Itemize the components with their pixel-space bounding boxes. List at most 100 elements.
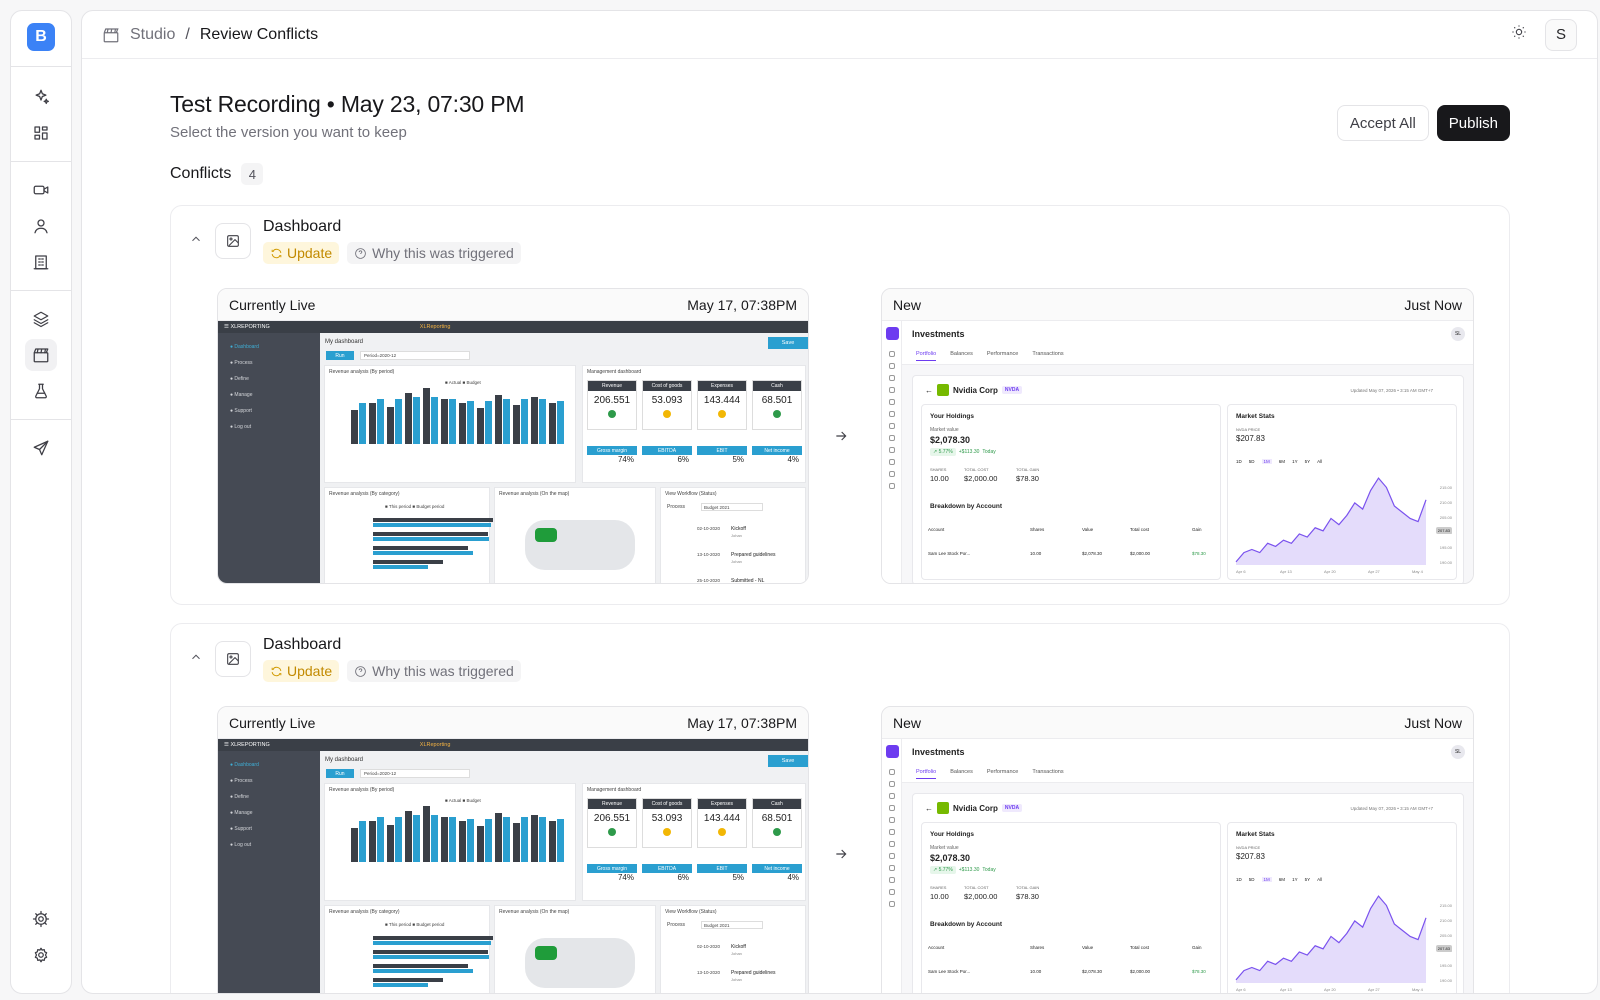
inv-breakdown-title: Breakdown by Account <box>930 503 1002 510</box>
xl-ratio-value: 74% <box>617 455 634 464</box>
why-triggered-button[interactable]: Why this was triggered <box>347 242 521 264</box>
inv-y-tick: 205.00 <box>1439 515 1452 520</box>
xl-menu-item: ● Define <box>230 376 249 382</box>
inv-tabs: Portfolio Balances Performance Transactions <box>916 769 1064 779</box>
currently-live-version[interactable]: Currently Live May 17, 07:38PM ☰ XLREPORT… <box>217 706 809 993</box>
inv-chart-area <box>1236 896 1426 983</box>
xl-bar-actual <box>441 399 448 444</box>
clapperboard-icon[interactable] <box>25 339 57 371</box>
inv-rail-icon <box>889 805 895 811</box>
avatar[interactable]: S <box>1545 18 1577 51</box>
xl-menu-item: ● Process <box>230 778 253 784</box>
main-panel: Studio / Review Conflicts S Test Recordi… <box>81 10 1598 994</box>
xl-map-highlight <box>535 528 557 542</box>
xl-bar-actual <box>405 393 412 444</box>
inv-range-tab: 5D <box>1248 459 1255 464</box>
investments-preview: Investments Portfolio Balances Performance T… <box>882 321 1473 583</box>
xl-menu-item: ● Define <box>230 794 249 800</box>
inv-rail-icon <box>889 447 895 453</box>
inv-rail-icon <box>889 829 895 835</box>
inv-rail-icon <box>889 853 895 859</box>
inv-holdings-title: Your Holdings <box>930 413 974 420</box>
xl-menu-item: ● Dashboard <box>230 344 259 350</box>
update-badge: Update <box>263 660 340 682</box>
xl-ratio-value: 6% <box>677 873 689 882</box>
xl-ratio-value: 5% <box>732 455 744 464</box>
xl-mgmt-title: Management dashboard <box>587 787 642 793</box>
inv-col-header: Shares <box>1030 527 1045 532</box>
conflicts-count-badge: 4 <box>241 163 264 185</box>
inv-price-tag: 207.83 <box>1435 527 1452 534</box>
help-circle-icon <box>355 665 366 677</box>
inv-rail-icon <box>889 877 895 883</box>
refresh-icon <box>271 248 282 258</box>
inv-x-tick: Apr 20 <box>1324 569 1336 574</box>
xl-ratio-value: 6% <box>677 455 689 464</box>
user-icon[interactable] <box>25 210 57 242</box>
inv-price: $207.83 <box>1236 852 1265 861</box>
xl-step-owner: Johan <box>731 559 742 564</box>
inv-row-cell: $2,078.30 <box>1082 969 1103 974</box>
inv-breakdown-title: Breakdown by Account <box>930 921 1002 928</box>
collapse-chevron-up-icon[interactable] <box>189 232 203 251</box>
inv-range-tab: 6M <box>1278 877 1286 882</box>
theme-toggle-sun-icon[interactable] <box>1511 24 1527 45</box>
xl-step-owner: Johan <box>731 533 742 538</box>
new-version[interactable]: New Just Now Investments Portfolio Balances… <box>881 288 1474 584</box>
why-triggered-button[interactable]: Why this was triggered <box>347 660 521 682</box>
back-arrow-icon: ← <box>925 385 933 395</box>
accept-all-button[interactable]: Accept All <box>1336 105 1429 141</box>
inv-row-cell: 10.00 <box>1030 551 1042 556</box>
workspace-logo[interactable]: B <box>27 23 55 51</box>
xl-bar-actual <box>423 805 430 862</box>
new-version[interactable]: New Just Now Investments Portfolio Balances… <box>881 706 1474 993</box>
inv-app-logo <box>886 745 899 758</box>
sparkles-icon[interactable] <box>25 81 57 113</box>
xl-kpi-card: Cost of goods 53.093 <box>642 380 692 430</box>
building-icon[interactable] <box>25 246 57 278</box>
video-icon[interactable] <box>25 174 57 206</box>
inv-range-tab: 1M <box>1261 459 1272 464</box>
inv-y-tick: 215.00 <box>1439 485 1452 490</box>
xl-bar-actual <box>495 395 502 444</box>
xl-category-panel: Revenue analysis (By category) ■ This per… <box>324 905 493 993</box>
inv-stat-value: 10.00 <box>930 892 949 901</box>
breadcrumb-studio[interactable]: Studio <box>130 25 176 43</box>
collapse-chevron-up-icon[interactable] <box>189 650 203 669</box>
inv-tab: Performance <box>986 351 1019 357</box>
xl-menu-item: ● Manage <box>230 810 253 816</box>
xl-bar-actual <box>531 815 538 862</box>
xl-hbar <box>373 978 443 982</box>
xl-revenue-panel: Revenue analysis (By period) ■ Actual ■ B… <box>324 365 576 483</box>
xl-step-label: Kickoff <box>731 526 746 532</box>
xl-ratio-label: EBITDA <box>642 864 692 873</box>
inv-x-tick: May 4 <box>1412 569 1423 574</box>
xl-kpi-status-icon <box>773 828 781 836</box>
xl-bar-budget <box>395 399 402 444</box>
settings-cog-icon[interactable] <box>25 903 57 935</box>
xl-bar-budget <box>359 402 366 444</box>
publish-button[interactable]: Publish <box>1436 105 1510 141</box>
inv-rail-icon <box>889 399 895 405</box>
nvidia-logo <box>937 384 949 396</box>
xl-bar-budget <box>539 399 546 444</box>
currently-live-version[interactable]: Currently Live May 17, 07:38PM ☰ XLREPORT… <box>217 288 809 584</box>
inv-stats-title: Market Stats <box>1236 831 1275 838</box>
xl-hbar <box>373 560 443 564</box>
flask-icon[interactable] <box>25 375 57 407</box>
xl-bar-actual <box>459 820 466 862</box>
settings-gear-icon[interactable] <box>25 939 57 971</box>
sidebar-divider <box>10 66 72 67</box>
xl-ratio-card: EBITDA 6% <box>642 446 692 466</box>
layers-icon[interactable] <box>25 303 57 335</box>
xl-ratio-card: Gross margin 74% <box>587 446 637 466</box>
inv-market-value: $2,078.30 <box>930 853 971 863</box>
xl-bar-actual <box>405 811 412 862</box>
send-icon[interactable] <box>25 432 57 464</box>
xl-ratio-value: 4% <box>787 455 799 464</box>
xl-kpi-label: Cost of goods <box>643 799 691 809</box>
dashboard-icon[interactable] <box>25 117 57 149</box>
xl-bar-budget <box>503 817 510 862</box>
xl-map-panel: Revenue analysis (On the map) <box>494 487 656 583</box>
xl-bar-actual <box>459 402 466 444</box>
